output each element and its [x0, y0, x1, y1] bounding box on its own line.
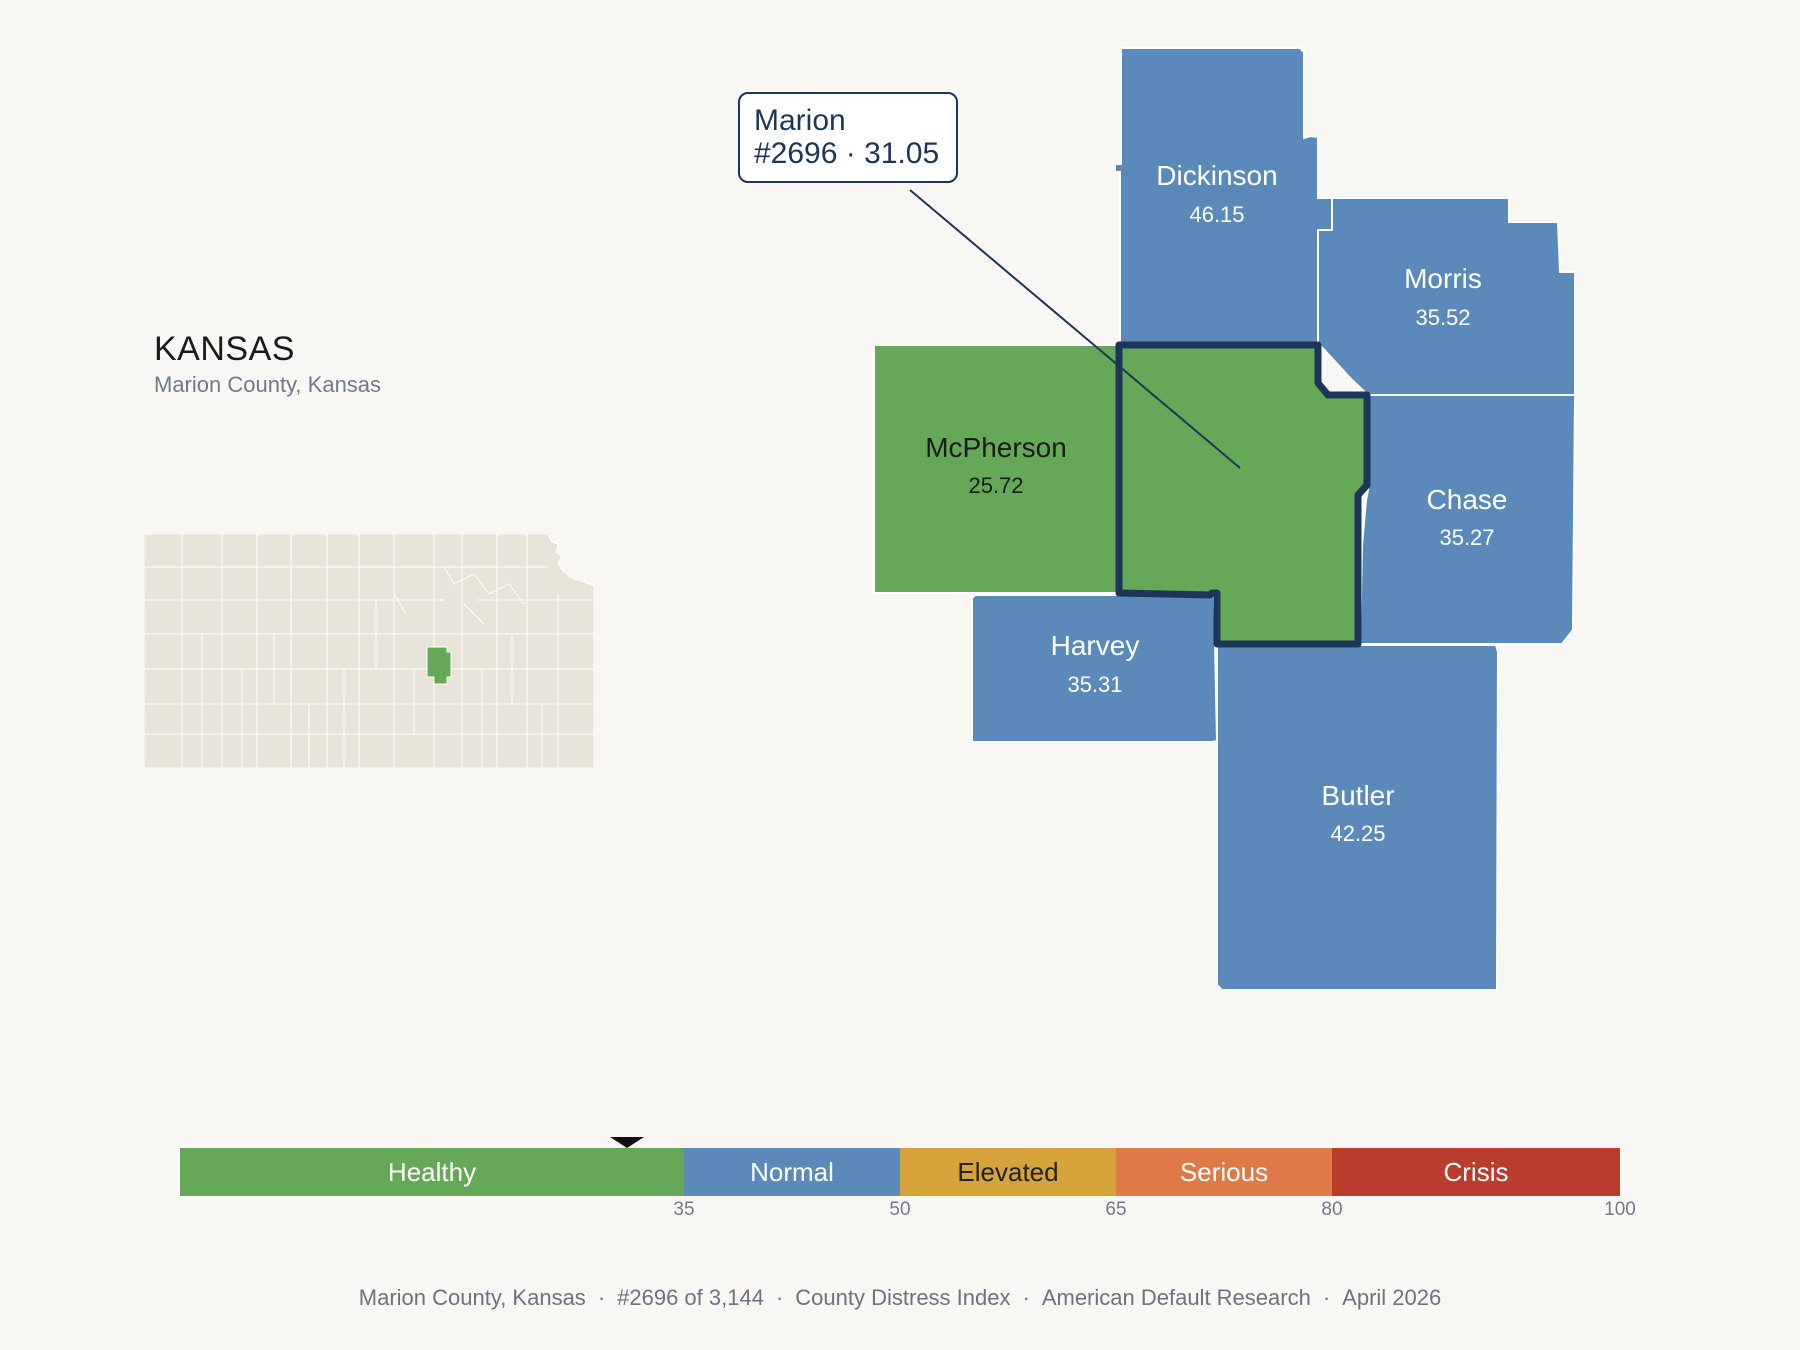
label-harvey-value: 35.31	[1067, 672, 1122, 697]
footer-source: American Default Research	[1041, 1285, 1311, 1310]
county-grid	[144, 534, 594, 768]
footer-date: April 2026	[1342, 1285, 1442, 1310]
label-dickinson-name: Dickinson	[1156, 160, 1277, 191]
legend-tick-65: 65	[1105, 1199, 1127, 1220]
label-morris-value: 35.52	[1415, 305, 1470, 330]
footer-separator: ·	[1322, 1285, 1331, 1310]
state-title: KANSAS	[154, 330, 295, 368]
legend-segment-healthy: Healthy	[180, 1148, 684, 1196]
county-mcpherson[interactable]	[873, 344, 1122, 594]
callout-leader-line	[909, 189, 1241, 469]
legend-segment-crisis: Crisis	[1332, 1148, 1620, 1196]
label-harvey-name: Harvey	[1051, 630, 1140, 661]
label-chase-value: 35.27	[1439, 525, 1494, 550]
label-chase-name: Chase	[1427, 484, 1508, 515]
county-harvey[interactable]	[971, 591, 1219, 743]
marion-locator	[426, 646, 452, 685]
legend-tick-35: 35	[673, 1199, 695, 1220]
footer-rank: #2696 of 3,144	[617, 1285, 764, 1310]
county-butler[interactable]	[1216, 644, 1500, 991]
label-dickinson-value: 46.15	[1189, 202, 1244, 227]
label-butler-value: 42.25	[1330, 821, 1385, 846]
county-marion[interactable]	[1115, 341, 1371, 648]
county-dickinson[interactable]	[1114, 47, 1333, 344]
label-morris-name: Morris	[1404, 263, 1482, 294]
footer-location: Marion County, Kansas	[358, 1285, 586, 1310]
state-locator-map	[144, 534, 594, 768]
legend-tick-50: 50	[889, 1199, 911, 1220]
legend-tick-80: 80	[1321, 1199, 1343, 1220]
callout-rank-score: #2696 · 31.05	[754, 137, 940, 170]
callout-county-name: Marion	[754, 104, 846, 137]
highlight-callout: Marion #2696 · 31.05	[738, 92, 958, 183]
footer: Marion County, Kansas · #2696 of 3,144 · Cou…	[0, 1285, 1800, 1311]
footer-separator: ·	[1022, 1285, 1030, 1310]
score-marker-icon	[610, 1137, 645, 1148]
county-chase[interactable]	[1358, 394, 1577, 645]
label-mcpherson-value: 25.72	[968, 473, 1023, 498]
legend-tick-100: 100	[1604, 1199, 1636, 1220]
distress-legend: Healthy Normal Elevated Serious Crisis	[180, 1148, 1620, 1196]
footer-separator: ·	[597, 1285, 606, 1310]
state-subtitle: Marion County, Kansas	[154, 372, 382, 397]
county-morris[interactable]	[1317, 197, 1576, 396]
legend-segment-serious: Serious	[1116, 1148, 1332, 1196]
label-mcpherson-name: McPherson	[925, 432, 1067, 463]
county-shapes	[873, 47, 1577, 991]
legend-segment-normal: Normal	[684, 1148, 900, 1196]
footer-index: County Distress Index	[795, 1285, 1011, 1310]
label-butler-name: Butler	[1321, 780, 1394, 811]
footer-separator: ·	[775, 1285, 784, 1310]
legend-segment-elevated: Elevated	[900, 1148, 1116, 1196]
